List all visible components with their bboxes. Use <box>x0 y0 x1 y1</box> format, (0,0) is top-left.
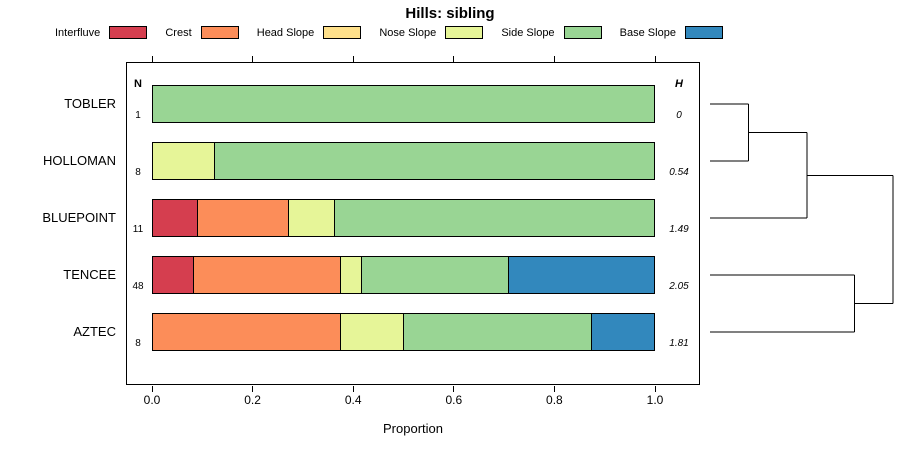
bar-segment-interfluve <box>152 199 198 237</box>
n-value-tobler: 1 <box>135 110 141 121</box>
h-column-header: H <box>675 78 683 90</box>
chart-title: Hills: sibling <box>405 5 495 22</box>
legend-label: Nose Slope <box>379 26 437 39</box>
x-axis-tick-top <box>453 56 455 62</box>
x-axis-tick-label: 0.4 <box>344 393 362 407</box>
x-axis-tick-bottom <box>654 386 656 392</box>
n-value-holloman: 8 <box>135 167 141 178</box>
x-axis-tick-top <box>151 56 153 62</box>
row-label-bluepoint: BLUEPOINT <box>42 210 116 225</box>
bar-segment-base-slope <box>508 256 655 294</box>
x-axis-tick-bottom <box>252 386 254 392</box>
bar-segment-interfluve <box>152 256 194 294</box>
x-axis-tick-bottom <box>151 386 153 392</box>
row-label-tobler: TOBLER <box>64 96 116 111</box>
legend-label: Side Slope <box>501 26 555 39</box>
bar-segment-nose-slope <box>340 313 404 351</box>
x-axis-label: Proportion <box>383 421 443 436</box>
bar-aztec <box>152 313 655 351</box>
legend-label: Head Slope <box>256 26 315 39</box>
row-label-aztec: AZTEC <box>73 324 116 339</box>
bar-bluepoint <box>152 199 655 237</box>
x-axis-tick-top <box>252 56 254 62</box>
legend-item-side-slope: Side Slope <box>501 26 602 39</box>
legend-swatch-crest <box>200 26 239 39</box>
legend-swatch-side-slope <box>563 26 602 39</box>
h-value-tencee: 2.05 <box>669 281 689 292</box>
bar-segment-base-slope <box>592 313 655 351</box>
bar-segment-side-slope <box>152 85 655 123</box>
bar-segment-crest <box>152 313 341 351</box>
bar-segment-crest <box>197 199 290 237</box>
x-axis-tick-label: 0.0 <box>143 393 161 407</box>
h-value-tobler: 0 <box>676 110 682 121</box>
x-axis-tick-top <box>553 56 555 62</box>
legend-item-interfluve: Interfluve <box>55 26 148 39</box>
n-value-tencee: 48 <box>132 281 144 292</box>
bar-segment-nose-slope <box>340 256 362 294</box>
bar-segment-side-slope <box>403 313 593 351</box>
row-label-holloman: HOLLOMAN <box>43 153 116 168</box>
bar-tencee <box>152 256 655 294</box>
bar-tobler <box>152 85 655 123</box>
x-axis-tick-label: 0.2 <box>244 393 261 407</box>
legend-label: Base Slope <box>619 26 676 39</box>
x-axis-tick-bottom <box>352 386 354 392</box>
x-axis-tick-label: 1.0 <box>646 393 664 407</box>
legend-swatch-interfluve <box>109 26 148 39</box>
bar-segment-side-slope <box>335 199 655 237</box>
bar-segment-nose-slope <box>152 142 215 180</box>
x-axis-tick-top <box>654 56 656 62</box>
bar-segment-nose-slope <box>289 199 336 237</box>
legend-item-crest: Crest <box>165 26 239 39</box>
legend-item-nose-slope: Nose Slope <box>379 26 484 39</box>
legend-label: Interfluve <box>55 26 101 39</box>
x-axis-tick-label: 0.6 <box>445 393 463 407</box>
bar-holloman <box>152 142 655 180</box>
legend-item-head-slope: Head Slope <box>257 26 362 39</box>
bar-segment-side-slope <box>214 142 655 180</box>
row-label-tencee: TENCEE <box>63 267 116 282</box>
n-value-aztec: 8 <box>135 338 141 349</box>
n-value-bluepoint: 11 <box>132 224 144 235</box>
x-axis-tick-label: 0.8 <box>546 393 563 407</box>
h-value-bluepoint: 1.49 <box>669 224 689 235</box>
legend-swatch-head-slope <box>323 26 362 39</box>
legend-item-base-slope: Base Slope <box>620 26 723 39</box>
bar-segment-side-slope <box>361 256 509 294</box>
dendrogram <box>710 103 894 333</box>
bar-segment-crest <box>193 256 341 294</box>
n-column-header: N <box>134 78 142 90</box>
h-value-holloman: 0.54 <box>669 167 689 178</box>
x-axis-tick-bottom <box>553 386 555 392</box>
h-value-aztec: 1.81 <box>669 338 689 349</box>
x-axis-tick-top <box>352 56 354 62</box>
legend-swatch-base-slope <box>684 26 723 39</box>
legend-swatch-nose-slope <box>445 26 484 39</box>
legend: Interfluve Crest Head Slope Nose Slope Side … <box>55 26 723 39</box>
x-axis-tick-bottom <box>453 386 455 392</box>
legend-label: Crest <box>165 26 192 39</box>
